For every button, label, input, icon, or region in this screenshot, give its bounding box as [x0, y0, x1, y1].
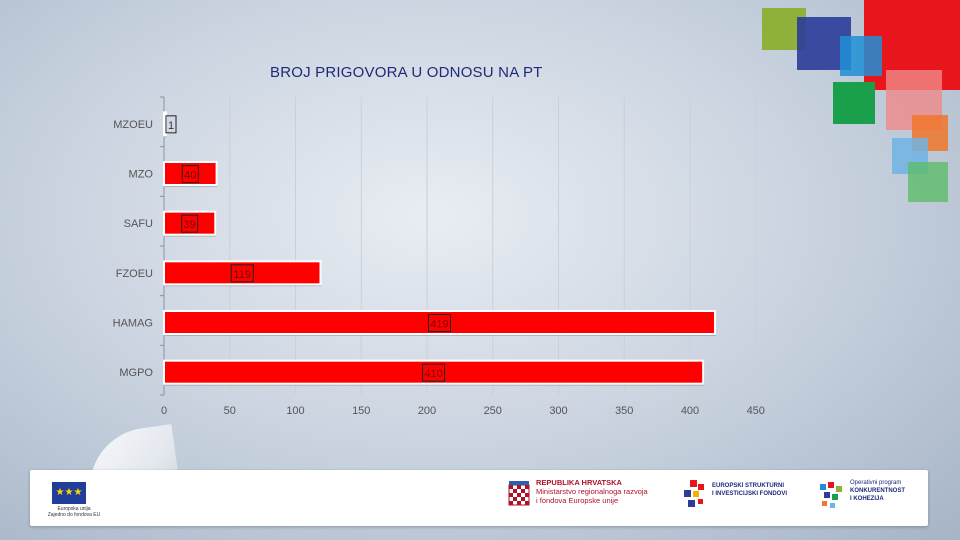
deco-square-blue: [840, 36, 882, 76]
footer-logo-bar: ★★★ Europska unija Zajedno do fondova EU…: [30, 470, 928, 526]
ministry-caption: REPUBLIKA HRVATSKA Ministarstvo regional…: [536, 478, 648, 505]
bar: [163, 260, 322, 286]
croatian-coat-of-arms-icon: [508, 481, 530, 506]
x-tick-label: 300: [549, 405, 567, 417]
bar: [163, 210, 217, 236]
category-label: HAMAG: [113, 318, 153, 330]
data-label: 39: [184, 219, 196, 231]
bar: [163, 161, 218, 186]
x-tick-label: 150: [352, 405, 370, 417]
x-tick-label: 400: [681, 405, 699, 417]
eu-caption: Europska unija Zajedno do fondova EU: [47, 506, 101, 518]
category-label: MGPO: [119, 367, 153, 379]
deco-square-green: [833, 82, 875, 124]
x-tick-label: 450: [747, 405, 765, 417]
deco-square-lightgreen: [908, 162, 948, 202]
op-logo-icon: [820, 482, 842, 508]
chart-title: BROJ PRIGOVORA U ODNOSU NA PT: [270, 64, 543, 81]
op-caption: Operativni program KONKURENTNOST I KOHEZ…: [850, 480, 905, 502]
x-tick-label: 0: [161, 405, 167, 417]
data-label: 410: [424, 368, 442, 380]
data-label: 119: [233, 269, 251, 281]
x-tick-label: 100: [286, 405, 304, 417]
bar: [163, 310, 716, 335]
data-label-box: [427, 314, 451, 332]
x-tick-label: 250: [484, 405, 502, 417]
esif-logo-icon: [684, 480, 704, 507]
category-label: SAFU: [124, 218, 153, 230]
x-tick-label: 200: [418, 405, 436, 417]
esif-caption: EUROPSKI STRUKTURNI I INVESTICIJSKI FOND…: [712, 483, 788, 497]
data-label-box: [230, 264, 254, 283]
data-label-box: [181, 214, 199, 233]
data-label-box: [181, 165, 199, 183]
category-label: MZOEU: [113, 119, 153, 131]
data-label: 419: [430, 319, 448, 331]
category-label: MZO: [129, 169, 154, 181]
x-tick-label: 350: [615, 405, 633, 417]
category-label: FZOEU: [116, 268, 153, 280]
data-label-box: [422, 363, 446, 382]
bar: [163, 359, 705, 385]
data-label-box: [165, 115, 177, 134]
data-label: 1: [168, 120, 174, 132]
x-tick-label: 50: [224, 405, 236, 417]
data-label: 40: [184, 170, 196, 182]
eu-flag-icon: ★★★: [52, 482, 86, 504]
